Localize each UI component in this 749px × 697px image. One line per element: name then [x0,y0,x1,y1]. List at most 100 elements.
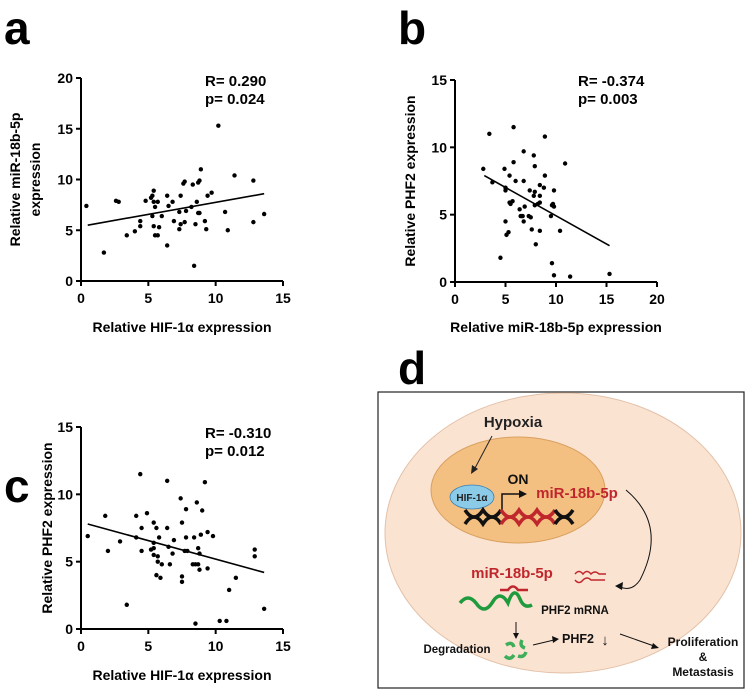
data-point [532,189,537,194]
y-tick-label: 5 [65,554,73,570]
x-tick-label: 10 [208,290,224,306]
data-point [194,199,200,205]
data-point [532,163,537,169]
arrowhead [513,633,519,639]
data-point [542,134,548,139]
panel-label-d: d [398,342,426,394]
data-point [164,525,170,531]
data-point [200,508,205,513]
data-point [178,193,183,198]
data-point [84,203,89,209]
data-point [521,149,526,154]
x-tick-label: 5 [144,638,152,654]
data-point [179,579,185,585]
regression-line [483,174,610,247]
data-point [151,199,156,205]
phf2-protein-label: PHF2 [562,632,594,646]
hypoxia-arrow [473,435,493,471]
regression-line [87,192,265,226]
data-point [252,547,257,552]
data-point [490,180,495,185]
data-point [567,274,573,279]
data-point [537,182,543,188]
data-point [164,193,170,198]
data-point [537,228,543,234]
data-point [549,260,555,266]
data-point [216,123,221,128]
data-point [197,210,202,216]
y-axis-label: Relative PHF2 expression [402,95,418,266]
data-point [151,552,156,558]
mirna-duplex-icon [574,570,606,584]
data-point [139,548,144,554]
data-point [507,173,512,178]
data-point [517,207,522,212]
data-point [170,551,175,556]
x-axis-label: Relative miR-18b-5p expression [450,319,662,335]
data-point [510,199,515,204]
data-point [103,513,108,519]
phf2-mrna-label: PHF2 mRNA [541,605,609,617]
data-point [191,535,197,540]
data-point [195,562,201,567]
data-point [166,203,171,209]
data-point [138,223,143,229]
data-point [222,209,228,215]
data-point [225,228,230,233]
y-tick-label: 15 [57,121,73,137]
data-point [261,211,267,217]
data-point [195,546,201,551]
data-point [548,213,554,219]
data-point [150,213,155,219]
data-point [155,554,160,559]
data-point [185,548,190,554]
pathway-diagram: Hypoxia HIF-1α ON miR-18b-5p miR-18b-5p … [377,391,745,689]
data-point [527,188,532,193]
mir-18b-5p-cytoplasm-label: miR-18b-5p [471,565,553,582]
data-point [177,227,182,232]
data-point [232,173,237,178]
data-point [562,161,568,166]
export-arrow [619,489,652,589]
data-point [205,566,210,571]
data-point [164,478,170,484]
data-point [217,618,222,624]
data-point [542,173,548,178]
data-point [154,572,159,578]
data-point [151,546,156,551]
data-point [151,223,156,229]
data-point [252,554,257,559]
to-outcome-arrow [619,633,655,647]
r-value: R= -0.374 [578,73,645,90]
promoter-arrowhead [519,490,527,498]
data-point [197,551,202,556]
data-point [198,532,204,537]
arrowhead [552,636,559,643]
y-axis-label: Relative miR-18b-5p [7,113,23,247]
mrna-fragments-icon [503,639,528,660]
data-point [197,567,202,572]
phf2-mrna-strand [458,591,533,611]
metastasis-label: Metastasis [672,665,734,679]
data-point [124,602,129,607]
data-point [143,198,148,204]
data-point [156,225,162,230]
dna-helix [463,506,575,528]
data-point [159,213,164,219]
data-point [182,179,187,184]
data-point [154,525,159,531]
data-point [167,562,173,567]
x-tick-label: 10 [208,638,224,654]
data-point [193,221,198,227]
data-point [226,587,232,593]
data-point [531,193,536,199]
data-point [487,131,492,137]
promoter-arrow [501,493,520,512]
data-point [224,618,229,624]
panel-label-b: b [398,2,426,54]
y-tick-label: 10 [57,486,73,502]
x-tick-label: 15 [275,638,291,654]
data-point [193,621,198,626]
